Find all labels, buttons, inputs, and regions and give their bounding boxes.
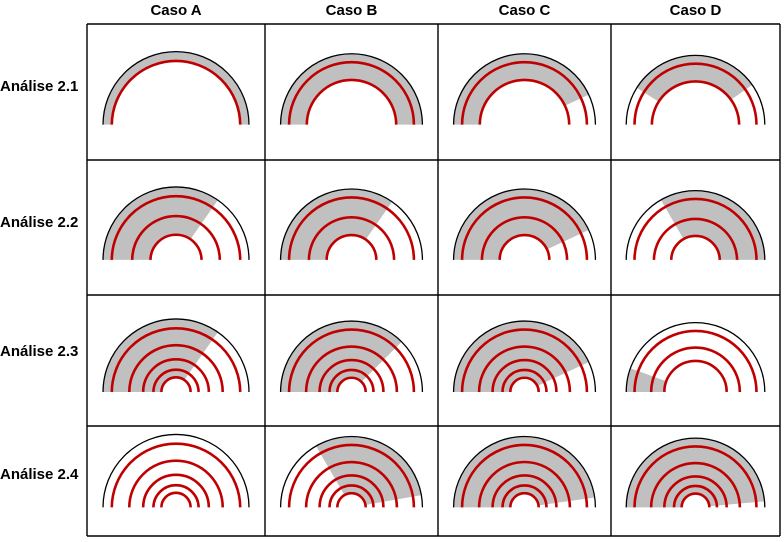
red-ring-r2-c4-3 xyxy=(669,234,722,260)
outer-arc-r3-c1 xyxy=(102,318,250,392)
outer-arc-r1-c3 xyxy=(452,53,597,125)
red-ring-r3-c3-4 xyxy=(501,368,548,392)
red-ring-r4-c2-4 xyxy=(328,484,375,508)
column-header-caso-b: Caso B xyxy=(325,2,378,19)
outer-arc-r3-c4 xyxy=(625,322,766,392)
outer-arc-r1-c1 xyxy=(102,51,250,125)
red-ring-r1-c2-2 xyxy=(305,78,398,125)
red-ring-r1-c3-1 xyxy=(460,60,589,125)
red-ring-r1-c1-1 xyxy=(110,59,242,125)
red-ring-r4-c4-4 xyxy=(672,484,719,508)
red-ring-r4-c2-3 xyxy=(318,474,385,508)
shaded-region-r2-c2 xyxy=(280,188,393,260)
red-ring-r3-c1-1 xyxy=(110,327,242,392)
red-ring-r3-c1-5 xyxy=(160,376,192,393)
red-ring-r3-c1-3 xyxy=(141,358,211,392)
outer-arc-r2-c1 xyxy=(102,186,250,260)
shaded-region-r2-c1 xyxy=(103,186,218,260)
shaded-region-r2-c4 xyxy=(660,190,765,260)
red-ring-r4-c3-5 xyxy=(509,491,540,508)
red-ring-r2-c3-3 xyxy=(498,233,551,260)
red-ring-r2-c3-1 xyxy=(460,196,589,260)
red-ring-r4-c4-1 xyxy=(633,445,758,508)
red-ring-r4-c1-4 xyxy=(152,483,200,508)
red-ring-r3-c4-3 xyxy=(663,359,728,392)
red-ring-r4-c3-2 xyxy=(477,460,572,508)
outer-arc-r2-c4 xyxy=(625,189,766,260)
shaded-region-r1-c1 xyxy=(103,51,249,125)
red-ring-r4-c2-5 xyxy=(336,491,367,508)
red-ring-r4-c2-2 xyxy=(304,460,399,508)
red-ring-r4-c1-1 xyxy=(110,442,242,508)
red-ring-r4-c3-1 xyxy=(460,443,589,508)
red-ring-r3-c2-4 xyxy=(328,368,375,392)
outer-arc-r2-c2 xyxy=(279,188,424,260)
red-ring-r2-c2-3 xyxy=(325,233,378,260)
red-ring-r2-c4-1 xyxy=(633,197,758,260)
red-ring-r2-c3-2 xyxy=(480,216,569,260)
outer-arc-r1-c4 xyxy=(625,54,766,125)
column-header-caso-d: Caso D xyxy=(669,2,722,19)
red-ring-r2-c4-2 xyxy=(652,217,739,260)
outer-arc-r3-c3 xyxy=(452,320,597,392)
shaded-region-r1-c2 xyxy=(280,53,423,125)
row-header-analise-2-4: Análise 2.4 xyxy=(0,466,79,483)
outer-arc-r3-c2 xyxy=(279,320,424,392)
red-ring-r1-c4-2 xyxy=(650,80,741,125)
red-ring-r2-c2-2 xyxy=(307,216,396,260)
red-ring-r3-c2-1 xyxy=(287,328,416,392)
red-ring-r3-c4-1 xyxy=(633,329,758,392)
red-ring-r4-c1-3 xyxy=(141,473,211,508)
shaded-region-r4-c3 xyxy=(453,436,595,508)
red-ring-r2-c1-3 xyxy=(149,233,203,260)
red-ring-r3-c3-2 xyxy=(477,345,572,392)
red-ring-r3-c2-5 xyxy=(336,376,367,393)
column-header-caso-a: Caso A xyxy=(150,2,202,19)
red-ring-r4-c1-5 xyxy=(160,491,192,508)
red-ring-r4-c1-2 xyxy=(127,459,225,508)
red-ring-r3-c3-1 xyxy=(460,328,589,392)
row-header-analise-2-3: Análise 2.3 xyxy=(0,343,79,360)
red-ring-r3-c3-3 xyxy=(491,358,558,392)
red-ring-r4-c3-4 xyxy=(501,484,548,508)
red-ring-r3-c1-4 xyxy=(152,368,200,393)
red-ring-r4-c4-2 xyxy=(649,461,742,508)
red-ring-r1-c2-1 xyxy=(287,60,416,125)
shaded-region-r3-c4 xyxy=(626,368,667,392)
outer-arc-r4-c4 xyxy=(625,437,766,508)
outer-arc-r1-c2 xyxy=(279,53,424,125)
red-ring-r1-c3-2 xyxy=(478,78,571,125)
red-ring-r1-c4-1 xyxy=(633,62,758,125)
red-ring-r2-c2-1 xyxy=(287,196,416,260)
row-header-analise-2-2: Análise 2.2 xyxy=(0,214,79,231)
red-ring-r3-c2-2 xyxy=(304,345,399,392)
outer-arc-r4-c1 xyxy=(102,433,250,508)
row-header-analise-2-1: Análise 2.1 xyxy=(0,78,79,95)
column-header-caso-c: Caso C xyxy=(498,2,551,19)
red-ring-r2-c1-1 xyxy=(110,195,242,260)
red-ring-r3-c2-3 xyxy=(318,358,385,392)
red-ring-r4-c3-3 xyxy=(491,474,558,508)
outer-arc-r2-c3 xyxy=(452,188,597,260)
red-ring-r3-c4-2 xyxy=(649,346,742,392)
red-ring-r4-c4-3 xyxy=(663,475,728,508)
outer-arc-r4-c3 xyxy=(452,435,597,508)
red-ring-r4-c4-5 xyxy=(680,492,711,508)
red-ring-r3-c1-2 xyxy=(127,343,225,392)
red-ring-r2-c1-2 xyxy=(130,214,222,260)
outer-arc-r4-c2 xyxy=(279,435,424,508)
shaded-region-r4-c4 xyxy=(626,438,765,508)
red-ring-r3-c3-5 xyxy=(509,376,540,393)
red-ring-r4-c2-1 xyxy=(287,443,416,508)
